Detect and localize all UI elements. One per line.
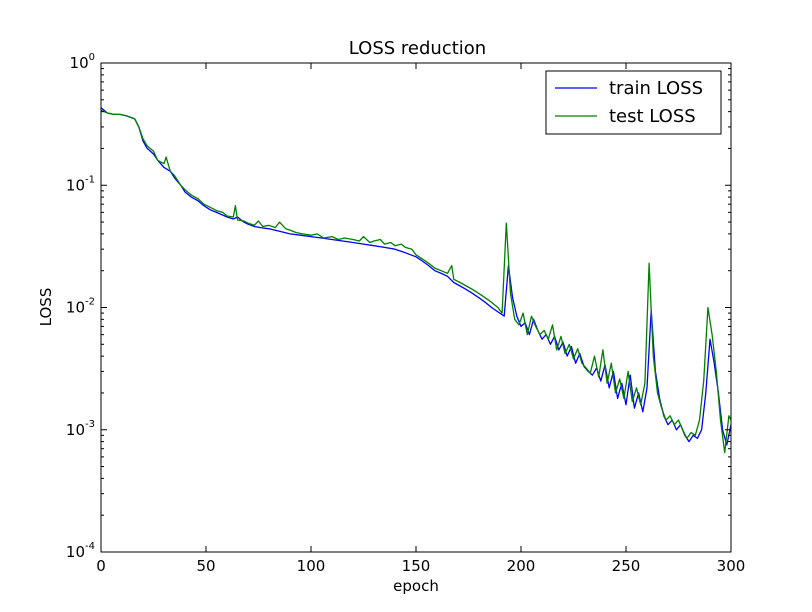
y-axis-label: LOSS [37, 288, 55, 327]
legend-box [545, 70, 722, 135]
x-tick-label: 0 [96, 557, 106, 575]
y-axis: 10-4 10-3 10-2 10-1 100 [66, 52, 731, 561]
series-line-train-loss [101, 107, 731, 446]
legend: train LOSS test LOSS [545, 70, 722, 135]
x-tick-label: 200 [507, 557, 536, 575]
series-line-test-loss [101, 109, 731, 454]
x-tick-label: 150 [402, 557, 431, 575]
x-axis-label: epoch [393, 577, 439, 595]
chart-title: LOSS reduction [349, 38, 486, 59]
legend-test-loss-label: test LOSS [609, 106, 696, 127]
x-axis: 0 50 100 150 200 250 300 [96, 63, 745, 575]
y-tick-label: 10-2 [66, 297, 95, 317]
series-layer [101, 107, 731, 454]
y-tick-label: 10-4 [66, 541, 95, 561]
x-tick-label: 250 [612, 557, 641, 575]
x-tick-label: 100 [297, 557, 326, 575]
x-tick-label: 300 [717, 557, 746, 575]
y-tick-label: 10-3 [66, 419, 95, 439]
x-tick-label: 50 [196, 557, 215, 575]
y-tick-label: 10-1 [66, 174, 95, 194]
legend-train-loss-label: train LOSS [609, 78, 703, 99]
y-tick-label: 100 [70, 52, 95, 72]
